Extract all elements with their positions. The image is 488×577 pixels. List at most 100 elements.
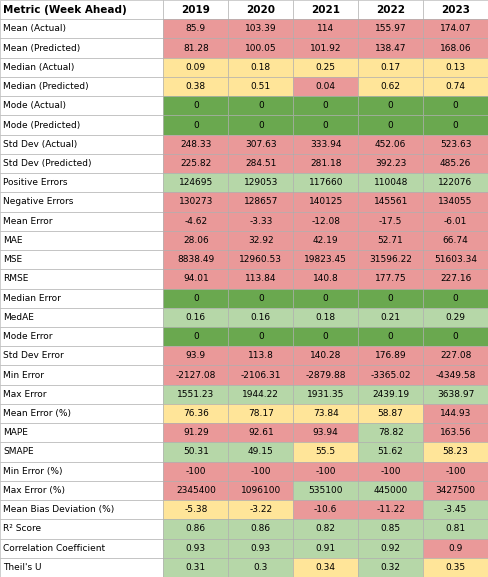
Bar [293,231,358,250]
Text: Mode Error: Mode Error [3,332,52,341]
Bar [358,115,423,134]
Text: 227.08: 227.08 [440,351,471,360]
Text: 129053: 129053 [244,178,278,187]
Bar [163,96,228,115]
Bar [228,346,293,365]
Bar [0,327,163,346]
Text: 78.82: 78.82 [378,428,404,437]
Bar [228,443,293,462]
Bar [163,212,228,231]
Bar [0,39,163,58]
Text: 50.31: 50.31 [183,448,209,456]
Bar [423,0,488,19]
Bar [358,327,423,346]
Bar [163,288,228,308]
Text: 2345400: 2345400 [176,486,216,495]
Bar [293,558,358,577]
Bar [293,269,358,288]
Text: Positive Errors: Positive Errors [3,178,67,187]
Text: -3.22: -3.22 [249,505,272,514]
Text: 0.86: 0.86 [186,524,206,533]
Bar [228,288,293,308]
Text: 0: 0 [388,294,393,302]
Text: 113.8: 113.8 [248,351,274,360]
Bar [358,365,423,385]
Bar [228,39,293,58]
Text: 51603.34: 51603.34 [434,255,477,264]
Bar [423,173,488,192]
Text: 1931.35: 1931.35 [307,390,345,399]
Text: 0.81: 0.81 [446,524,466,533]
Bar [293,288,358,308]
Text: 0.38: 0.38 [186,82,206,91]
Bar [423,365,488,385]
Bar [163,500,228,519]
Text: 12960.53: 12960.53 [239,255,283,264]
Bar [423,231,488,250]
Text: RMSE: RMSE [3,275,28,283]
Bar [0,58,163,77]
Bar [358,134,423,154]
Text: 168.06: 168.06 [440,44,471,53]
Bar [423,308,488,327]
Text: 130273: 130273 [179,197,213,207]
Text: 2021: 2021 [311,5,340,14]
Bar [163,423,228,443]
Text: 94.01: 94.01 [183,275,209,283]
Bar [228,231,293,250]
Bar [358,346,423,365]
Bar [293,385,358,404]
Text: 100.05: 100.05 [245,44,277,53]
Bar [0,115,163,134]
Text: -12.08: -12.08 [311,217,340,226]
Bar [423,154,488,173]
Text: Mean (Actual): Mean (Actual) [3,24,66,33]
Text: 0.13: 0.13 [446,63,466,72]
Text: 0: 0 [193,332,199,341]
Bar [0,423,163,443]
Text: 28.06: 28.06 [183,236,209,245]
Bar [163,443,228,462]
Bar [423,134,488,154]
Bar [293,115,358,134]
Bar [228,96,293,115]
Text: 177.75: 177.75 [375,275,407,283]
Bar [228,134,293,154]
Text: Std Dev Error: Std Dev Error [3,351,63,360]
Bar [228,173,293,192]
Bar [423,385,488,404]
Text: 248.33: 248.33 [180,140,212,149]
Text: Mean Bias Deviation (%): Mean Bias Deviation (%) [3,505,114,514]
Bar [293,250,358,269]
Bar [228,519,293,538]
Bar [163,538,228,558]
Text: 73.84: 73.84 [313,409,339,418]
Bar [228,404,293,423]
Text: -100: -100 [250,467,271,475]
Bar [423,269,488,288]
Bar [228,500,293,519]
Bar [423,538,488,558]
Bar [358,538,423,558]
Text: Min Error: Min Error [3,370,44,380]
Bar [228,385,293,404]
Text: 52.71: 52.71 [378,236,404,245]
Text: Median Error: Median Error [3,294,61,302]
Text: 0.18: 0.18 [251,63,271,72]
Text: Median (Predicted): Median (Predicted) [3,82,88,91]
Text: SMAPE: SMAPE [3,448,34,456]
Text: 49.15: 49.15 [248,448,274,456]
Bar [163,77,228,96]
Text: 114: 114 [317,24,334,33]
Bar [358,481,423,500]
Bar [358,154,423,173]
Bar [423,288,488,308]
Bar [163,481,228,500]
Text: 8838.49: 8838.49 [177,255,215,264]
Bar [0,77,163,96]
Text: 3427500: 3427500 [436,486,475,495]
Bar [423,481,488,500]
Bar [358,288,423,308]
Text: 0.51: 0.51 [251,82,271,91]
Bar [228,154,293,173]
